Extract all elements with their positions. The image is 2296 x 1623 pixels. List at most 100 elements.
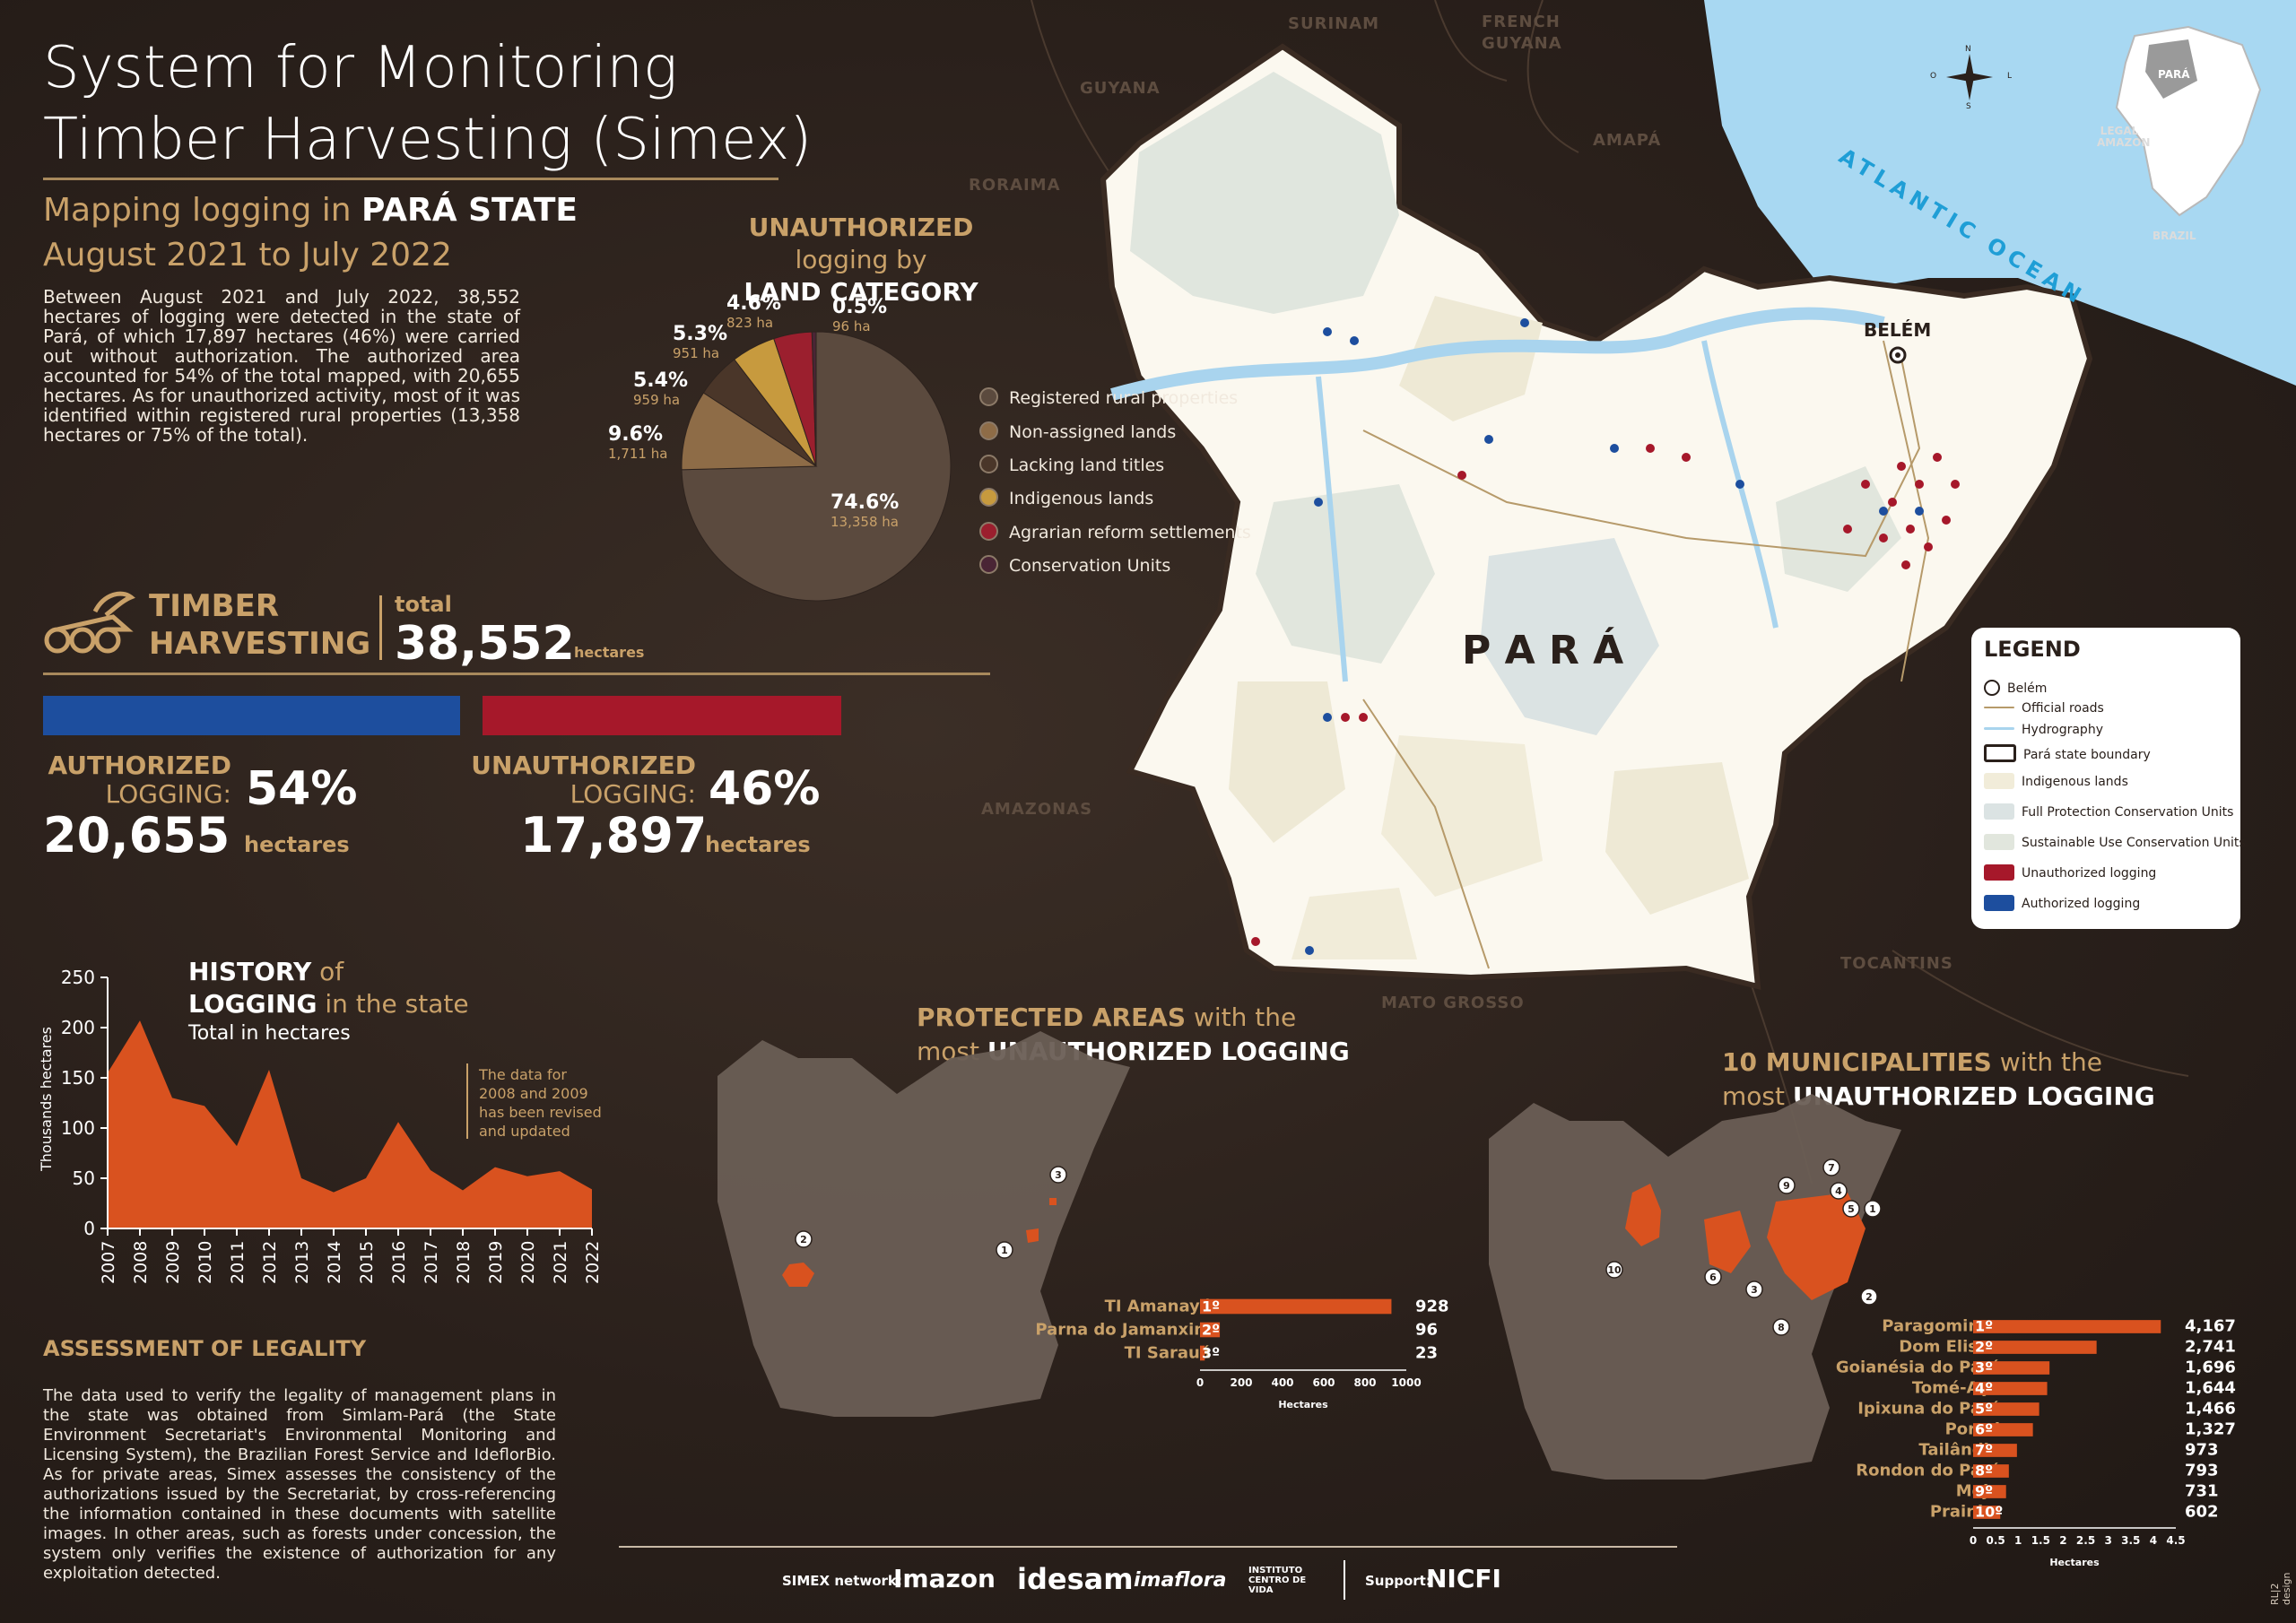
history-xtick-label: 2009 <box>163 1241 183 1284</box>
map-label-mato-grosso: MATO GROSSO <box>1381 994 1525 1012</box>
map-marker-label: 7 <box>1828 1162 1835 1174</box>
rank-xtick-label: 400 <box>1271 1376 1293 1389</box>
rank-name: Paragominas <box>1882 1317 2000 1336</box>
map-marker <box>1605 1261 1623 1279</box>
rank-value: 4,167 <box>2185 1317 2236 1336</box>
rank-bar <box>1973 1361 2050 1375</box>
rank-xtick-label: 3.5 <box>2121 1534 2140 1547</box>
rank-xtick-label: 1000 <box>1391 1376 1421 1389</box>
legend-item-indigenous: Indigenous lands <box>1984 773 2128 789</box>
legend-item-hydrography: Hydrography <box>1984 723 2103 737</box>
history-xtick-label: 2010 <box>196 1241 215 1284</box>
rank-number: 2º <box>1975 1339 1993 1356</box>
unauthorized-value: 17,897 <box>520 807 708 864</box>
rank-value: 1,466 <box>2185 1400 2236 1419</box>
history-chart: 0 50 100 150 200 250 2007 2008 2009 2010 2011 2012 2… <box>61 967 603 1284</box>
history-area <box>108 1020 592 1228</box>
map-marker <box>1704 1268 1722 1286</box>
rank-name: Parna do Jamanxim <box>1035 1321 1211 1340</box>
footer-network-label: SIMEX network: <box>782 1573 902 1589</box>
map-marker-label: 5 <box>1848 1203 1855 1215</box>
rank-xtick-label: 2 <box>2059 1534 2066 1547</box>
rank-bar <box>1973 1485 2006 1498</box>
rank-name: Rondon do Pará <box>1856 1462 2000 1480</box>
map-marker-label: 1 <box>1001 1245 1008 1256</box>
pie-legend-lacking-titles: Lacking land titles <box>979 455 1164 475</box>
map-label-guyana: GUYANA <box>1080 79 1161 98</box>
history-xtick-label: 2011 <box>228 1241 248 1284</box>
rank-xtick-label: 0 <box>1196 1376 1204 1389</box>
total-label: total <box>395 592 452 617</box>
rank-number: 3º <box>1975 1359 1993 1376</box>
rank-xtick-label: 1.5 <box>2031 1534 2050 1547</box>
map-label-tocantins: TOCANTINS <box>1840 954 1953 973</box>
unauthorized-bar <box>483 696 841 735</box>
map-city-label: BELÉM <box>1864 319 1932 341</box>
map-label-amazonas: AMAZONAS <box>981 800 1093 819</box>
map-label-roraima: RORAIMA <box>969 176 1061 195</box>
timber-rule <box>43 673 990 675</box>
rank-number: 5º <box>1975 1401 1993 1418</box>
pie-label-registered: 74.6% 13,358 ha <box>831 491 900 530</box>
inset-country-label: BRAZIL <box>2152 230 2196 242</box>
rank-number: 10º <box>1975 1504 2003 1521</box>
municipalities-title: 10 MUNICIPALITIES with the most UNAUTHOR… <box>1722 1047 2155 1111</box>
inset-region-label: LEGAL AMAZON <box>2097 125 2151 149</box>
logo-imaflora: imaflora <box>1134 1569 1227 1592</box>
map-marker-label: 8 <box>1778 1322 1785 1333</box>
unauthorized-label: UNAUTHORIZED LOGGING: <box>471 751 696 809</box>
inset-para-highlight <box>2145 39 2197 99</box>
map-marker <box>1745 1280 1763 1298</box>
pie-legend-conservation: Conservation Units <box>979 555 1170 576</box>
compass-n: N <box>1965 45 1971 54</box>
map-legend-title: LEGEND <box>1984 637 2081 662</box>
rank-bar <box>1973 1423 2033 1436</box>
map-marker-label: 2 <box>800 1234 807 1245</box>
rank-bar <box>1973 1320 2161 1333</box>
map-marker-label: 10 <box>1607 1264 1622 1276</box>
rank-name: TI Amanayé <box>1105 1298 1211 1316</box>
legend-item-roads: Official roads <box>1984 701 2104 716</box>
pie-label-agrarian: 4.6% 823 ha <box>726 292 782 331</box>
rank-number: 1º <box>1202 1298 1220 1315</box>
assessment-text: The data used to verify the legality of … <box>43 1386 556 1583</box>
map-marker-label: 1 <box>1869 1203 1876 1215</box>
map-marker <box>1822 1159 1840 1176</box>
design-credit: RL|2 design <box>2269 1572 2292 1606</box>
rank-xtick-label: 0.5 <box>1986 1534 2005 1547</box>
map-label-amapa: AMAPÁ <box>1593 131 1662 150</box>
page-subtitle: Mapping logging in PARÁ STATE August 202… <box>43 192 578 273</box>
title-rule <box>43 178 778 180</box>
authorized-pct: 54% <box>246 762 358 816</box>
unauthorized-logging-dots <box>1251 444 1960 946</box>
pie-legend-registered: Registered rural properties <box>979 387 1238 408</box>
history-xtick-label: 2019 <box>486 1241 506 1284</box>
pie-label-lacking-titles: 5.4% 959 ha <box>633 369 689 408</box>
history-xtick-label: 2007 <box>99 1241 118 1284</box>
footer-rule <box>619 1546 1677 1548</box>
rank-xlabel: Hectares <box>2049 1557 2100 1568</box>
map-label-french-guyana: GUYANA <box>1482 34 1562 53</box>
history-xtick-label: 2013 <box>292 1241 312 1284</box>
authorized-unit: hectares <box>244 832 350 857</box>
legend-item-sustainable-use: Sustainable Use Conservation Units <box>1984 834 2246 850</box>
history-ytick-label: 250 <box>61 967 95 988</box>
map-label-french: FRENCH <box>1482 13 1561 31</box>
pie-label-indigenous: 5.3% 951 ha <box>673 323 728 361</box>
map-marker-label: 9 <box>1783 1180 1790 1192</box>
authorized-label: AUTHORIZED LOGGING: <box>48 751 231 809</box>
history-xtick-label: 2014 <box>325 1241 344 1284</box>
history-xtick-label: 2021 <box>551 1241 570 1284</box>
history-ytick-label: 200 <box>61 1017 95 1038</box>
map-marker <box>795 1230 813 1248</box>
map-marker-label: 2 <box>1866 1291 1873 1303</box>
rank-number: 1º <box>1975 1318 1993 1335</box>
rank-xtick-label: 600 <box>1312 1376 1335 1389</box>
pie-slice-5 <box>811 331 817 467</box>
map-marker <box>1772 1318 1790 1336</box>
map-marker <box>1049 1166 1067 1184</box>
map-marker <box>1830 1182 1848 1200</box>
